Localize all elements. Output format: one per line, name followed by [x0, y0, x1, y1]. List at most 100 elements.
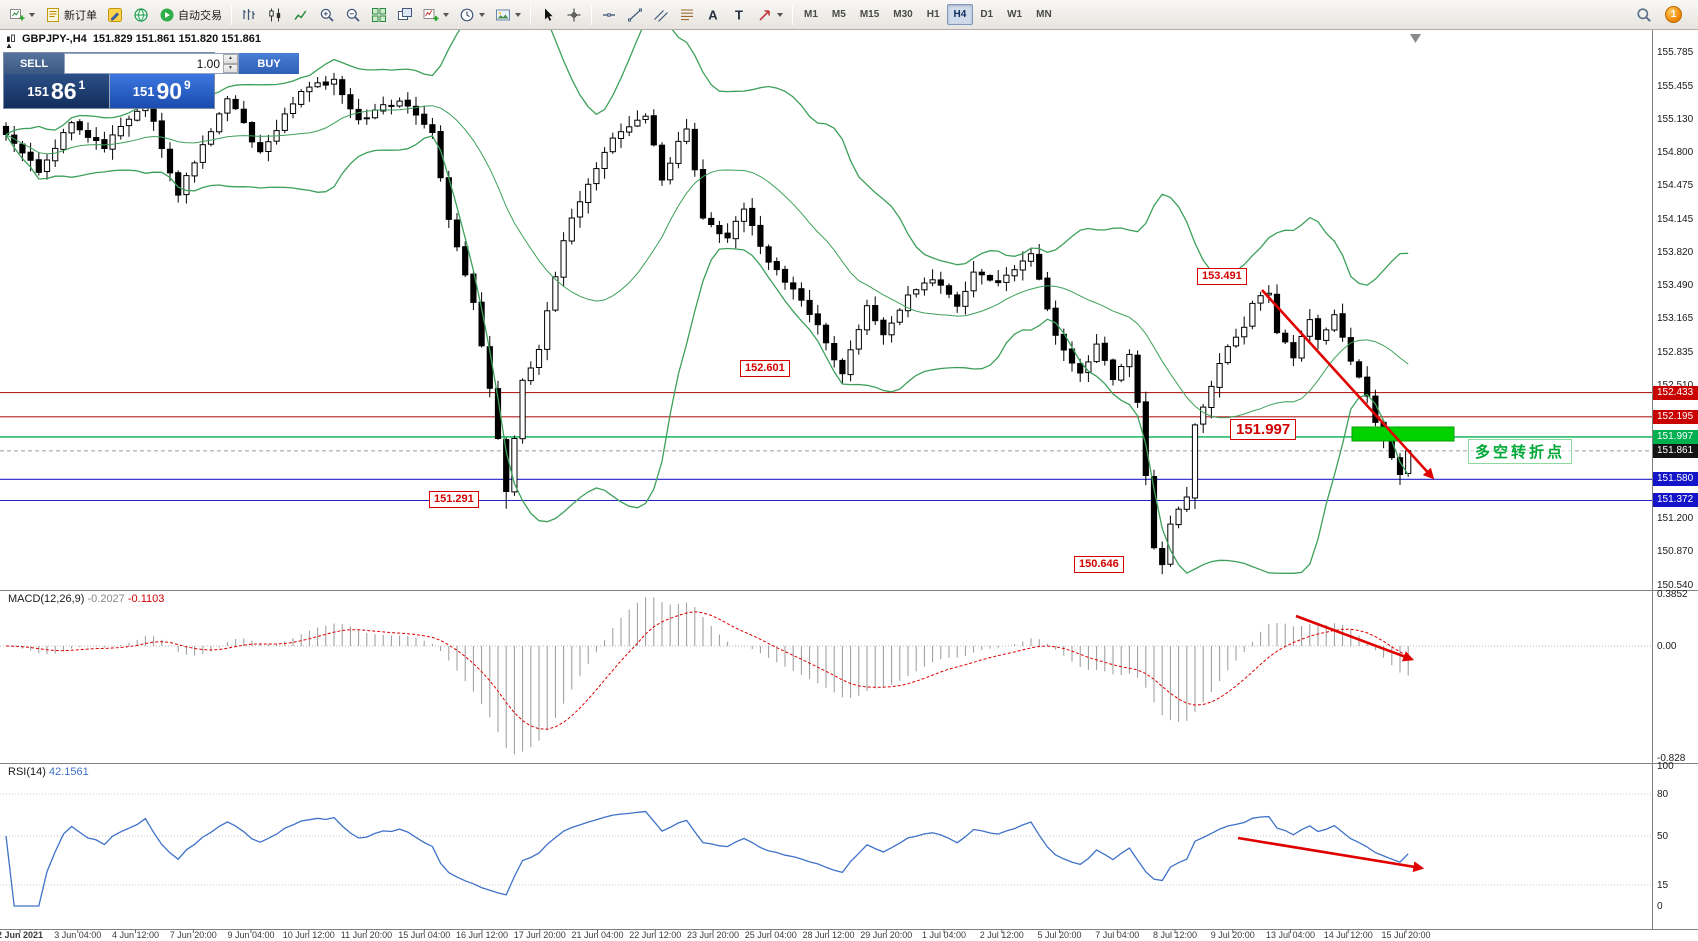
timeframe-m5-button[interactable]: M5 — [831, 9, 846, 20]
time-label: 16 Jun 12:00 — [455, 930, 509, 940]
time-label: 7 Jul 04:00 — [1095, 930, 1140, 940]
price-annotation[interactable]: 150.646 — [1074, 556, 1124, 573]
periods-button[interactable] — [454, 3, 490, 27]
text-a-icon: A — [705, 7, 721, 23]
oct-collapse-toggle[interactable]: ▲ — [5, 41, 13, 50]
sell-price-button[interactable]: 151 86 1 — [4, 74, 109, 108]
price-annotation[interactable]: 153.491 — [1197, 268, 1247, 285]
rsi-scale-tick: 80 — [1657, 789, 1669, 800]
play-icon — [159, 7, 175, 23]
timeframe-h1-button[interactable]: H1 — [926, 9, 940, 20]
text-t-icon: T — [731, 7, 747, 23]
rsi-value: 42.1561 — [48, 766, 89, 778]
timeframe-m30-button[interactable]: M30 — [893, 9, 913, 20]
price-annotation[interactable]: 151.291 — [429, 491, 479, 508]
cascade-windows-button[interactable] — [392, 3, 418, 27]
crosshair-icon — [566, 7, 582, 23]
timeframe-mn-button[interactable]: MN — [1036, 9, 1052, 20]
macd-indicator-label: MACD(12,26,9) -0.2027 -0.1103 — [8, 593, 164, 605]
svg-text:T: T — [735, 7, 743, 22]
mql-community-button[interactable] — [128, 3, 154, 27]
cascade-icon — [397, 7, 413, 23]
price-tag: 151.372 — [1653, 493, 1698, 507]
time-label: 1 Jul 04:00 — [921, 930, 967, 940]
time-label: 13 Jul 04:00 — [1265, 930, 1316, 940]
macd-scale-tick: 0.00 — [1657, 641, 1677, 652]
sell-price-pip: 1 — [78, 78, 86, 92]
arrow-icon — [757, 7, 773, 23]
search-button[interactable] — [1631, 3, 1657, 27]
lot-decrease-button[interactable]: ▼ — [223, 63, 238, 73]
price-tick: 154.145 — [1657, 214, 1694, 225]
timeframe-m15-button[interactable]: M15 — [859, 9, 880, 20]
lot-increase-button[interactable]: ▲ — [223, 54, 238, 64]
zoom-out-icon — [345, 7, 361, 23]
fibonacci-retracement-button[interactable] — [674, 3, 700, 27]
timeframe-h4-button[interactable]: H4 — [946, 4, 974, 25]
bar-chart-button[interactable] — [236, 3, 262, 27]
new-order-button[interactable]: 新订单 — [40, 3, 102, 27]
price-annotation[interactable]: 151.997 — [1230, 419, 1297, 440]
search-icon — [1636, 7, 1652, 23]
zoom-out-button[interactable] — [340, 3, 366, 27]
line-chart-button[interactable] — [288, 3, 314, 27]
price-scale: 155.785 155.455 155.130 154.800 154.475 154.1… — [1653, 0, 1698, 941]
arrows-tool-button[interactable] — [752, 3, 788, 27]
clock-icon — [459, 7, 475, 23]
candlestick-chart-button[interactable] — [262, 3, 288, 27]
trend-arrow — [1295, 614, 1415, 662]
chart-canvas[interactable] — [0, 30, 1698, 941]
price-tick: 155.130 — [1657, 114, 1694, 125]
rsi-scale-tick: 50 — [1657, 831, 1669, 842]
main-toolbar: 新订单 自动交易 A T M1 M5 M15 M30 H1 H4 D1 W1 MN 1 — [0, 0, 1698, 30]
hline-icon — [601, 7, 617, 23]
timeframe-m1-button[interactable]: M1 — [804, 9, 818, 20]
price-tick: 150.540 — [1657, 580, 1694, 591]
rsi-scale-tick: 15 — [1657, 880, 1669, 891]
trendline-button[interactable] — [622, 3, 648, 27]
time-label: 3 Jun 04:00 — [54, 930, 102, 940]
toolbar-separator — [530, 4, 531, 25]
time-label: 11 Jun 20:00 — [340, 930, 393, 940]
toolbar-separator — [591, 4, 592, 25]
text-button[interactable]: A — [700, 3, 726, 27]
zoom-in-button[interactable] — [314, 3, 340, 27]
bull-bear-pivot-note[interactable]: 多空转折点 — [1468, 439, 1573, 464]
time-label: 8 Jul 12:00 — [1152, 930, 1198, 940]
timeframe-w1-button[interactable]: W1 — [1007, 9, 1023, 20]
editor-icon — [107, 7, 123, 23]
buy-button[interactable]: BUY — [239, 53, 299, 74]
notifications-badge[interactable]: 1 — [1665, 6, 1682, 23]
new-chart-button[interactable] — [4, 3, 40, 27]
autotrading-label: 自动交易 — [178, 9, 222, 22]
metaeditor-button[interactable] — [102, 3, 128, 27]
time-label: 29 Jun 20:00 — [860, 930, 913, 940]
time-label: 2 Jun 2021 — [0, 930, 44, 940]
price-tick: 153.490 — [1657, 280, 1694, 291]
buy-price-big: 90 — [156, 78, 183, 104]
price-annotation[interactable]: 152.601 — [740, 360, 790, 377]
dropdown-caret-icon — [515, 12, 521, 17]
text-label-button[interactable]: T — [726, 3, 752, 27]
dropdown-caret-icon — [777, 12, 783, 17]
price-tag: 152.195 — [1653, 410, 1698, 424]
time-label: 23 Jun 20:00 — [686, 930, 740, 940]
lot-size-input[interactable] — [65, 54, 223, 73]
tile-windows-button[interactable] — [366, 3, 392, 27]
autotrading-button[interactable]: 自动交易 — [154, 3, 227, 27]
timeframe-d1-button[interactable]: D1 — [980, 9, 994, 20]
buy-price-main: 151 — [132, 83, 155, 99]
indicators-list-button[interactable] — [418, 3, 454, 27]
crosshair-button[interactable] — [561, 3, 587, 27]
sell-button[interactable]: SELL — [4, 53, 64, 74]
horizontal-line-button[interactable] — [596, 3, 622, 27]
templates-button[interactable] — [490, 3, 526, 27]
equidistant-channel-button[interactable] — [648, 3, 674, 27]
time-label: 22 Jun 12:00 — [629, 930, 682, 940]
svg-text:A: A — [708, 7, 718, 22]
buy-price-button[interactable]: 151 90 9 — [109, 74, 214, 108]
time-label: 5 Jul 20:00 — [1037, 930, 1082, 940]
one-click-trading-panel: SELL ▲ ▼ BUY 151 86 1 151 90 9 — [3, 52, 299, 109]
cursor-button[interactable] — [535, 3, 561, 27]
new-order-label: 新订单 — [64, 9, 97, 22]
